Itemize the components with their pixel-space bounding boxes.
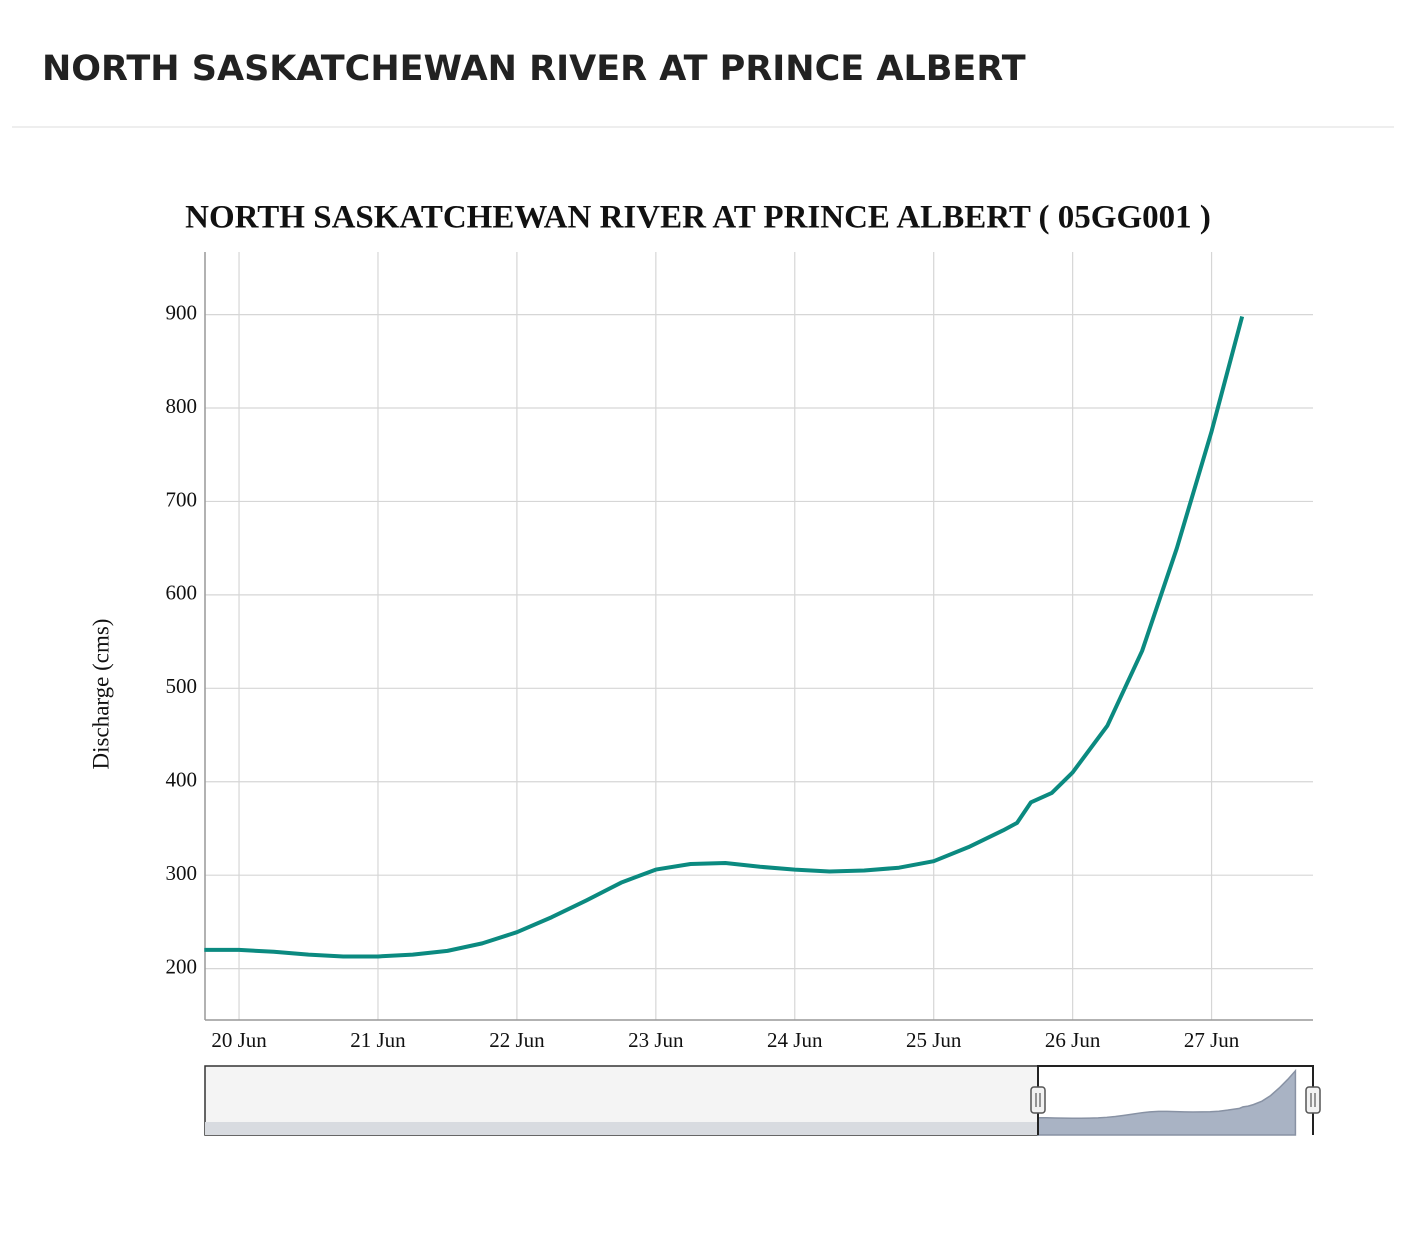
navigator-handle[interactable] [1030, 1086, 1046, 1114]
y-tick-label: 800 [166, 394, 198, 418]
navigator-baseline [205, 1122, 1038, 1135]
x-tick-label: 20 Jun [211, 1028, 267, 1052]
y-tick-label: 700 [166, 487, 198, 511]
data-line [204, 315, 1245, 959]
navigator-series [1037, 1068, 1297, 1136]
x-tick-label: 24 Jun [767, 1028, 823, 1052]
x-tick-label: 27 Jun [1184, 1028, 1240, 1052]
y-tick-label: 600 [166, 581, 198, 605]
chart-title: NORTH SASKATCHEWAN RIVER AT PRINCE ALBER… [185, 200, 1211, 236]
y-tick-label: 400 [166, 768, 198, 792]
y-tick-label: 500 [166, 674, 198, 698]
y-tick-label: 900 [166, 300, 198, 324]
x-tick-label: 22 Jun [489, 1028, 545, 1052]
y-tick-label: 300 [166, 861, 198, 885]
x-tick-label: 26 Jun [1045, 1028, 1101, 1052]
page-title: NORTH SASKATCHEWAN RIVER AT PRINCE ALBER… [42, 49, 1026, 89]
y-tick-label: 200 [166, 954, 198, 978]
x-tick-label: 23 Jun [628, 1028, 684, 1052]
y-axis-label: Discharge (cms) [88, 619, 113, 770]
x-tick-label: 25 Jun [906, 1028, 962, 1052]
navigator-handle[interactable] [1305, 1086, 1321, 1114]
x-tick-label: 21 Jun [350, 1028, 406, 1052]
